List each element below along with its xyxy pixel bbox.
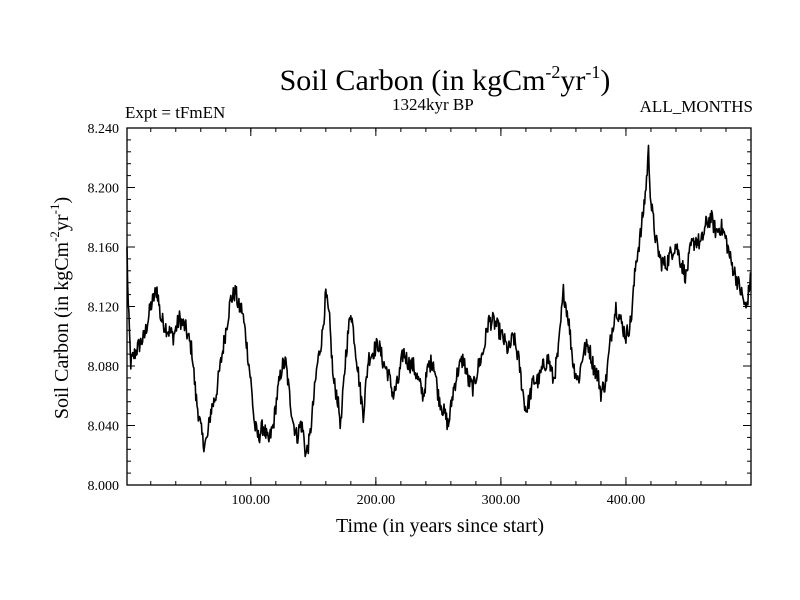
y-tick-label: 8.120: [88, 301, 120, 316]
chart-title: Soil Carbon (in kgCm-2yr-1): [280, 62, 611, 97]
y-tick-label: 8.000: [88, 479, 120, 494]
x-tick-label: 300.00: [482, 493, 521, 508]
plot-frame: [126, 127, 752, 486]
x-tick-label: 100.00: [232, 493, 271, 508]
y-axis-label: Soil Carbon (in kgCm-2yr-1): [47, 197, 73, 419]
x-axis-label: Time (in years since start): [336, 515, 544, 537]
experiment-label: Expt = tFmEN: [125, 103, 225, 122]
axis-tick-labels: 8.000 8.040 8.080 8.120 8.160 8.200 8.240 100.0…: [88, 122, 646, 508]
axis-ticks: [127, 127, 751, 486]
soil-carbon-series-line: [126, 144, 752, 458]
y-tick-label: 8.160: [88, 241, 120, 256]
y-tick-label: 8.240: [88, 122, 120, 137]
y-tick-label: 8.200: [88, 182, 120, 197]
x-tick-label: 200.00: [357, 493, 396, 508]
months-label: ALL_MONTHS: [640, 97, 753, 116]
y-tick-label: 8.080: [88, 360, 120, 375]
y-tick-label: 8.040: [88, 420, 120, 435]
period-label: 1324kyr BP: [392, 95, 474, 114]
x-tick-label: 400.00: [607, 493, 646, 508]
